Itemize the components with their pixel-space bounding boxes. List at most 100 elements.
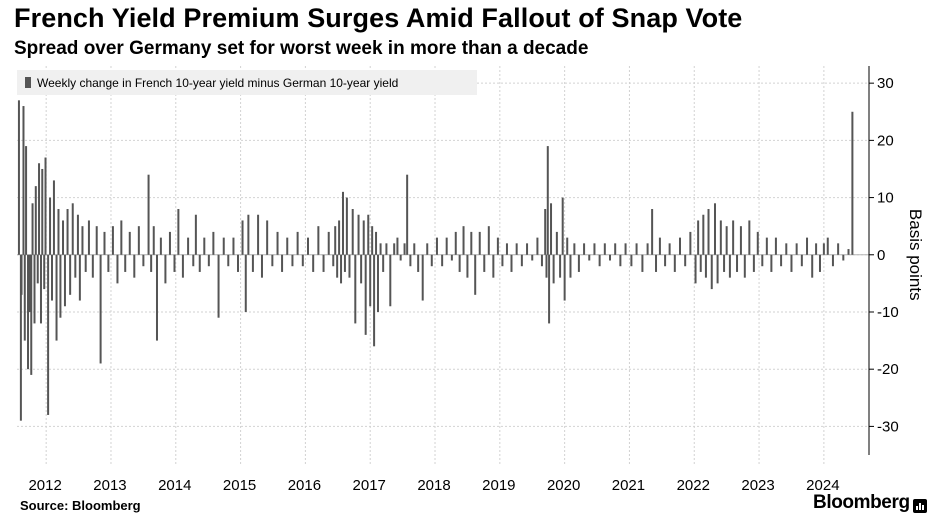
data-bar [588, 254, 591, 261]
data-bar [426, 243, 429, 255]
x-tick-label: 2024 [806, 477, 839, 494]
data-bar [354, 254, 357, 324]
data-bar [17, 100, 20, 255]
data-bar [91, 254, 94, 278]
data-bar [664, 254, 667, 267]
data-bar [27, 254, 30, 370]
data-bar [583, 243, 586, 255]
data-bar [822, 243, 825, 255]
data-bar [445, 237, 448, 255]
data-bar [281, 254, 284, 272]
data-bar [343, 254, 346, 272]
x-tick-label: 2021 [612, 477, 645, 494]
data-bar [286, 237, 289, 255]
data-bar [371, 226, 374, 255]
data-bar [338, 220, 341, 255]
x-tick-label: 2012 [28, 477, 61, 494]
data-bar [348, 254, 351, 278]
legend-box [17, 70, 477, 95]
data-bar [168, 231, 171, 255]
data-bar [847, 249, 850, 255]
data-bar [710, 254, 713, 290]
data-bar [124, 254, 127, 272]
data-bar [403, 243, 406, 255]
data-bar [684, 254, 687, 267]
data-bar [441, 254, 444, 267]
data-bar [334, 226, 337, 255]
data-bar [147, 174, 150, 255]
data-bar [187, 237, 190, 255]
data-bar [382, 254, 385, 272]
data-bar [317, 226, 320, 255]
data-bar [842, 254, 845, 261]
bloomberg-mark-icon [913, 499, 927, 513]
data-bar [752, 254, 755, 272]
data-bar [748, 220, 751, 255]
data-bar [142, 254, 145, 267]
data-bar [496, 237, 499, 255]
data-bar [728, 254, 731, 278]
data-bar [462, 226, 465, 255]
data-bar [133, 254, 136, 278]
data-bar [271, 254, 274, 267]
data-bar [327, 231, 330, 255]
data-bar [546, 146, 549, 255]
data-bar [241, 220, 244, 255]
data-bar [756, 231, 759, 255]
data-bar [569, 254, 572, 278]
data-bar [22, 106, 25, 255]
data-bar [389, 254, 392, 307]
data-bar [520, 254, 523, 267]
data-bar [795, 243, 798, 255]
data-bar [198, 254, 201, 272]
data-bar [548, 254, 551, 324]
data-bar [36, 254, 39, 284]
data-bar [84, 254, 87, 272]
data-bar [421, 254, 424, 301]
data-bar [831, 254, 834, 267]
data-bar [510, 254, 513, 272]
data-bar [487, 226, 490, 255]
data-bar [435, 237, 438, 255]
data-bar [702, 214, 705, 255]
data-bar [837, 243, 840, 255]
data-bar [689, 231, 692, 255]
data-bar [87, 220, 90, 255]
x-axis-ticks: 2012 2013 2014 2015 2016 2017 2018 2019 2020 2021… [28, 477, 839, 494]
data-bar [59, 254, 62, 318]
legend-label: Weekly change in French 10-year yield mi… [37, 76, 398, 90]
data-bar [69, 254, 72, 295]
data-bar [19, 254, 22, 421]
data-bar [450, 254, 453, 261]
data-bar [120, 220, 123, 255]
data-bar [137, 226, 140, 255]
data-bar [291, 254, 294, 267]
data-bar [152, 226, 155, 255]
data-bar [41, 168, 44, 255]
data-bar [785, 243, 788, 255]
data-bar [39, 254, 42, 324]
data-bar [646, 243, 649, 255]
data-bar [322, 254, 325, 272]
data-bar [217, 254, 220, 318]
data-bar [765, 237, 768, 255]
data-bar [815, 243, 818, 255]
data-bar [635, 243, 638, 255]
data-bar [573, 243, 576, 255]
y-tick-label: 0 [877, 247, 885, 264]
data-bar [732, 220, 735, 255]
data-bar [341, 191, 344, 255]
data-bar [55, 254, 58, 341]
data-bar [244, 254, 247, 312]
data-bar [34, 186, 37, 255]
data-bar [44, 157, 47, 255]
data-bar [668, 243, 671, 255]
data-bar [545, 254, 548, 278]
y-axis-ticks: 30 20 10 0 -10 -20 -30 [869, 75, 899, 435]
data-bar [38, 163, 41, 255]
chart-title: French Yield Premium Surges Amid Fallout… [14, 3, 743, 33]
data-bar [409, 254, 412, 267]
data-bar [301, 254, 304, 267]
data-bar [306, 237, 309, 255]
data-bar [566, 237, 569, 255]
